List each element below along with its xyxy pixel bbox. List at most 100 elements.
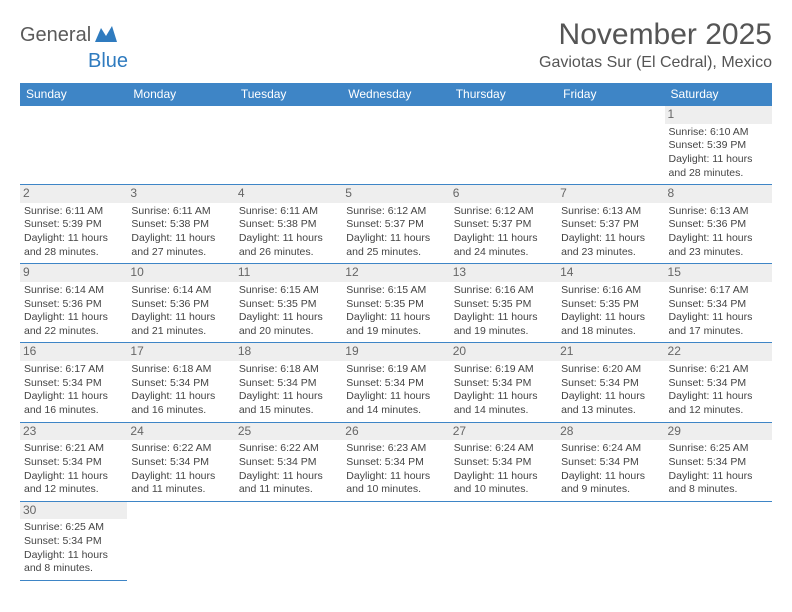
day-number: 9 [20, 264, 127, 282]
calendar-row: 23Sunrise: 6:21 AMSunset: 5:34 PMDayligh… [20, 422, 772, 501]
sunrise-text: Sunrise: 6:19 AM [454, 363, 553, 377]
calendar-cell: 24Sunrise: 6:22 AMSunset: 5:34 PMDayligh… [127, 422, 234, 501]
day-number: 8 [665, 185, 772, 203]
calendar-row: 2Sunrise: 6:11 AMSunset: 5:39 PMDaylight… [20, 185, 772, 264]
day-number: 19 [342, 343, 449, 361]
sunrise-text: Sunrise: 6:14 AM [131, 284, 230, 298]
sunrise-text: Sunrise: 6:22 AM [239, 442, 338, 456]
sunrise-text: Sunrise: 6:13 AM [561, 205, 660, 219]
sunrise-text: Sunrise: 6:25 AM [669, 442, 768, 456]
calendar-cell: 1Sunrise: 6:10 AMSunset: 5:39 PMDaylight… [665, 106, 772, 185]
day-number: 27 [450, 423, 557, 441]
calendar-cell: 29Sunrise: 6:25 AMSunset: 5:34 PMDayligh… [665, 422, 772, 501]
day-number: 30 [20, 502, 127, 520]
daylight-text: Daylight: 11 hours and 11 minutes. [131, 470, 230, 497]
calendar-cell: 19Sunrise: 6:19 AMSunset: 5:34 PMDayligh… [342, 343, 449, 422]
calendar-row: 16Sunrise: 6:17 AMSunset: 5:34 PMDayligh… [20, 343, 772, 422]
sunset-text: Sunset: 5:38 PM [239, 218, 338, 232]
daylight-text: Daylight: 11 hours and 25 minutes. [346, 232, 445, 259]
sunrise-text: Sunrise: 6:22 AM [131, 442, 230, 456]
calendar-cell: 5Sunrise: 6:12 AMSunset: 5:37 PMDaylight… [342, 185, 449, 264]
sunset-text: Sunset: 5:34 PM [454, 377, 553, 391]
sunset-text: Sunset: 5:38 PM [131, 218, 230, 232]
sunset-text: Sunset: 5:34 PM [561, 456, 660, 470]
calendar-cell [557, 106, 664, 185]
daylight-text: Daylight: 11 hours and 24 minutes. [454, 232, 553, 259]
location-subtitle: Gaviotas Sur (El Cedral), Mexico [539, 54, 772, 72]
day-number: 23 [20, 423, 127, 441]
sunrise-text: Sunrise: 6:12 AM [346, 205, 445, 219]
sunrise-text: Sunrise: 6:21 AM [669, 363, 768, 377]
day-number: 22 [665, 343, 772, 361]
calendar-cell: 20 Sunrise: 6:19 AMSunset: 5:34 PMDayligh… [450, 343, 557, 422]
sunrise-text: Sunrise: 6:17 AM [24, 363, 123, 377]
day-number: 1 [665, 106, 772, 124]
calendar-cell: 12Sunrise: 6:15 AMSunset: 5:35 PMDayligh… [342, 264, 449, 343]
calendar-cell: 9Sunrise: 6:14 AMSunset: 5:36 PMDaylight… [20, 264, 127, 343]
sunrise-text: Sunrise: 6:18 AM [131, 363, 230, 377]
sunset-text: Sunset: 5:34 PM [24, 535, 123, 549]
weekday-header: Thursday [450, 83, 557, 106]
day-number: 18 [235, 343, 342, 361]
daylight-text: Daylight: 11 hours and 14 minutes. [454, 390, 553, 417]
calendar-cell: 21Sunrise: 6:20 AMSunset: 5:34 PMDayligh… [557, 343, 664, 422]
sunrise-text: Sunrise: 6:20 AM [561, 363, 660, 377]
title-block: November 2025 Gaviotas Sur (El Cedral), … [539, 18, 772, 72]
weekday-header: Sunday [20, 83, 127, 106]
sunset-text: Sunset: 5:35 PM [239, 298, 338, 312]
sunrise-text: Sunrise: 6:11 AM [131, 205, 230, 219]
day-number: 3 [127, 185, 234, 203]
sunset-text: Sunset: 5:34 PM [131, 456, 230, 470]
sunrise-text: Sunrise: 6:23 AM [346, 442, 445, 456]
sunset-text: Sunset: 5:34 PM [239, 456, 338, 470]
day-number: 14 [557, 264, 664, 282]
sunrise-text: Sunrise: 6:15 AM [239, 284, 338, 298]
brand-part2: Blue [88, 50, 128, 72]
sunset-text: Sunset: 5:34 PM [131, 377, 230, 391]
calendar-cell: 8Sunrise: 6:13 AMSunset: 5:36 PMDaylight… [665, 185, 772, 264]
calendar-cell: 25Sunrise: 6:22 AMSunset: 5:34 PMDayligh… [235, 422, 342, 501]
daylight-text: Daylight: 11 hours and 8 minutes. [24, 549, 123, 576]
brand-part1: General [20, 24, 91, 47]
calendar-cell [665, 501, 772, 580]
daylight-text: Daylight: 11 hours and 27 minutes. [131, 232, 230, 259]
sunset-text: Sunset: 5:34 PM [346, 377, 445, 391]
sunset-text: Sunset: 5:34 PM [24, 456, 123, 470]
flag-icon [95, 26, 117, 45]
calendar-cell: 26Sunrise: 6:23 AMSunset: 5:34 PMDayligh… [342, 422, 449, 501]
calendar-cell [127, 106, 234, 185]
sunset-text: Sunset: 5:39 PM [669, 139, 768, 153]
daylight-text: Daylight: 11 hours and 18 minutes. [561, 311, 660, 338]
calendar-cell: 23Sunrise: 6:21 AMSunset: 5:34 PMDayligh… [20, 422, 127, 501]
day-number: 28 [557, 423, 664, 441]
weekday-header: Saturday [665, 83, 772, 106]
calendar-cell [20, 106, 127, 185]
daylight-text: Daylight: 11 hours and 10 minutes. [454, 470, 553, 497]
daylight-text: Daylight: 11 hours and 16 minutes. [24, 390, 123, 417]
day-number: 20 [450, 343, 557, 361]
day-number: 26 [342, 423, 449, 441]
brand-logo: General [20, 24, 119, 47]
daylight-text: Daylight: 11 hours and 12 minutes. [669, 390, 768, 417]
weekday-header: Monday [127, 83, 234, 106]
sunrise-text: Sunrise: 6:24 AM [454, 442, 553, 456]
daylight-text: Daylight: 11 hours and 28 minutes. [24, 232, 123, 259]
sunrise-text: Sunrise: 6:16 AM [561, 284, 660, 298]
daylight-text: Daylight: 11 hours and 8 minutes. [669, 470, 768, 497]
sunrise-text: Sunrise: 6:12 AM [454, 205, 553, 219]
sunset-text: Sunset: 5:34 PM [669, 456, 768, 470]
calendar-cell: 30Sunrise: 6:25 AMSunset: 5:34 PMDayligh… [20, 501, 127, 580]
sunset-text: Sunset: 5:35 PM [561, 298, 660, 312]
calendar-cell: 10Sunrise: 6:14 AMSunset: 5:36 PMDayligh… [127, 264, 234, 343]
calendar-cell [450, 106, 557, 185]
day-number: 10 [127, 264, 234, 282]
daylight-text: Daylight: 11 hours and 19 minutes. [346, 311, 445, 338]
sunrise-text: Sunrise: 6:13 AM [669, 205, 768, 219]
day-number: 16 [20, 343, 127, 361]
daylight-text: Daylight: 11 hours and 21 minutes. [131, 311, 230, 338]
day-number: 4 [235, 185, 342, 203]
sunrise-text: Sunrise: 6:25 AM [24, 521, 123, 535]
daylight-text: Daylight: 11 hours and 20 minutes. [239, 311, 338, 338]
calendar-row: 9Sunrise: 6:14 AMSunset: 5:36 PMDaylight… [20, 264, 772, 343]
daylight-text: Daylight: 11 hours and 9 minutes. [561, 470, 660, 497]
